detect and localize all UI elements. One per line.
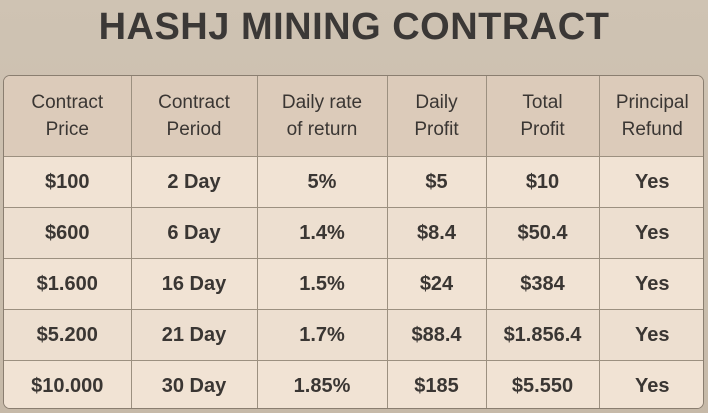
header-line: Profit bbox=[520, 119, 565, 140]
header-line: Period bbox=[166, 119, 222, 140]
cell-contract-period: 2 Day bbox=[130, 156, 258, 208]
cell-daily-profit: $8.4 bbox=[386, 207, 487, 259]
cell-total-profit: $10 bbox=[485, 156, 600, 208]
table-row: $100 2 Day 5% $5 $10 Yes bbox=[4, 156, 703, 208]
cell-contract-period: 30 Day bbox=[130, 360, 258, 408]
cell-contract-price: $100 bbox=[4, 156, 132, 208]
header-line: Daily rate bbox=[281, 92, 363, 113]
cell-principal-refund: Yes bbox=[598, 156, 703, 208]
cell-total-profit: $50.4 bbox=[485, 207, 600, 259]
table-row: $5.200 21 Day 1.7% $88.4 $1.856.4 Yes bbox=[4, 309, 703, 361]
contract-table: Contract Price Contract Period Daily rate o… bbox=[3, 75, 704, 409]
header-line: of return bbox=[286, 119, 358, 140]
cell-total-profit: $5.550 bbox=[485, 360, 600, 408]
cell-daily-rate: 1.85% bbox=[256, 360, 388, 408]
cell-daily-rate: 1.7% bbox=[256, 309, 388, 361]
header-line: Daily bbox=[415, 92, 458, 113]
cell-principal-refund: Yes bbox=[598, 207, 703, 259]
header-contract-period: Contract Period bbox=[130, 76, 258, 157]
table-row: $10.000 30 Day 1.85% $185 $5.550 Yes bbox=[4, 360, 703, 408]
cell-principal-refund: Yes bbox=[598, 258, 703, 310]
cell-contract-period: 6 Day bbox=[130, 207, 258, 259]
header-total-profit: Total Profit bbox=[485, 76, 600, 157]
table-header-row: Contract Price Contract Period Daily rate o… bbox=[4, 76, 703, 157]
cell-total-profit: $1.856.4 bbox=[485, 309, 600, 361]
table-row: $1.600 16 Day 1.5% $24 $384 Yes bbox=[4, 258, 703, 310]
header-contract-price: Contract Price bbox=[4, 76, 132, 157]
cell-daily-profit: $185 bbox=[386, 360, 487, 408]
header-line: Principal bbox=[615, 92, 689, 113]
cell-daily-rate: 5% bbox=[256, 156, 388, 208]
cell-contract-period: 21 Day bbox=[130, 309, 258, 361]
cell-contract-price: $600 bbox=[4, 207, 132, 259]
header-line: Contract bbox=[158, 92, 230, 113]
table-row: $600 6 Day 1.4% $8.4 $50.4 Yes bbox=[4, 207, 703, 259]
cell-contract-price: $10.000 bbox=[4, 360, 132, 408]
header-daily-rate: Daily rate of return bbox=[256, 76, 388, 157]
cell-daily-profit: $5 bbox=[386, 156, 487, 208]
cell-daily-profit: $88.4 bbox=[386, 309, 487, 361]
cell-daily-rate: 1.4% bbox=[256, 207, 388, 259]
cell-contract-price: $1.600 bbox=[4, 258, 132, 310]
header-line: Contract bbox=[31, 92, 104, 113]
header-line: Total bbox=[522, 92, 563, 113]
cell-total-profit: $384 bbox=[485, 258, 600, 310]
page-title: HASHJ MINING CONTRACT bbox=[98, 6, 610, 48]
cell-daily-profit: $24 bbox=[386, 258, 487, 310]
cell-principal-refund: Yes bbox=[598, 360, 703, 408]
header-line: Price bbox=[45, 119, 89, 140]
cell-principal-refund: Yes bbox=[598, 309, 703, 361]
cell-contract-period: 16 Day bbox=[130, 258, 258, 310]
header-daily-profit: Daily Profit bbox=[386, 76, 487, 157]
cell-daily-rate: 1.5% bbox=[256, 258, 388, 310]
header-principal-refund: Principal Refund bbox=[598, 76, 703, 157]
header-line: Profit bbox=[414, 119, 459, 140]
cell-contract-price: $5.200 bbox=[4, 309, 132, 361]
header-line: Refund bbox=[621, 119, 683, 140]
